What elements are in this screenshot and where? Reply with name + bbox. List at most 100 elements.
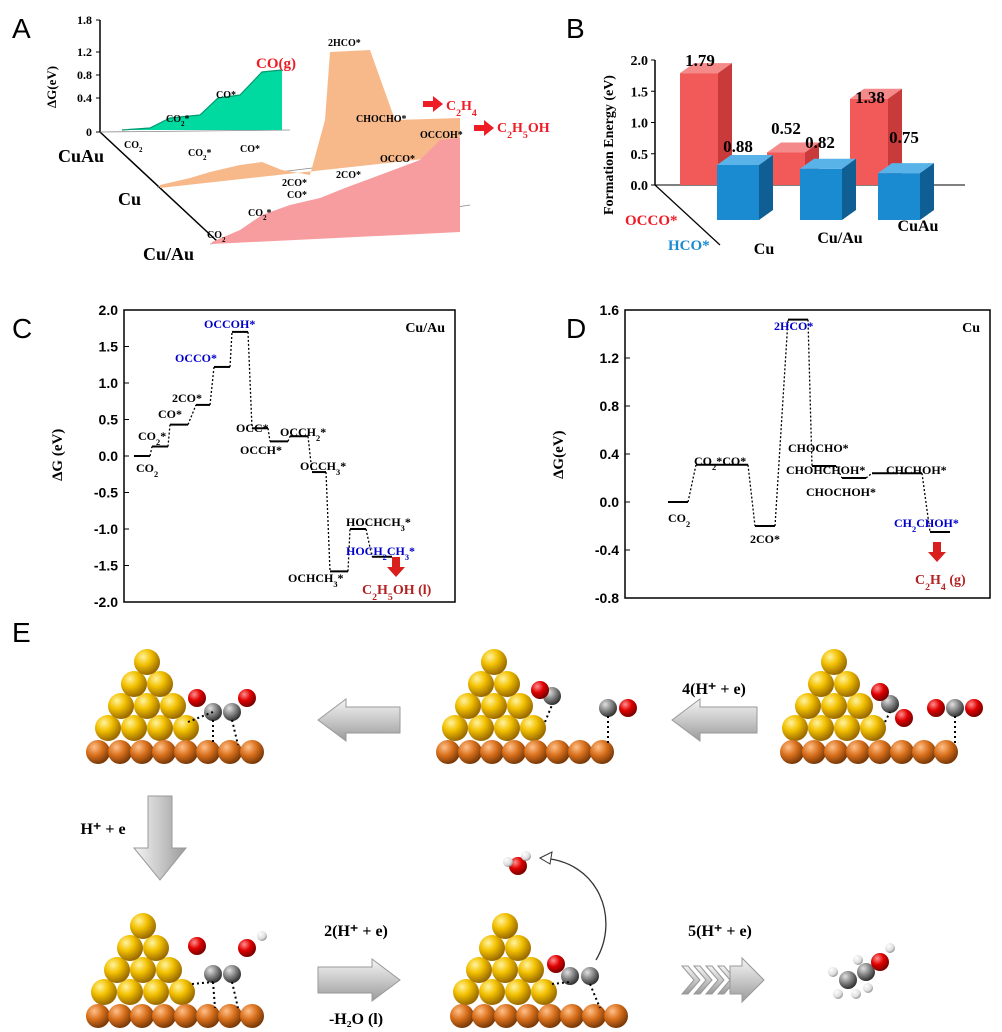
e-label-step3b: -H₂O (l): [329, 1011, 383, 1028]
panelC-y-tick-label: 1.5: [99, 339, 119, 355]
copper-atom: [582, 1004, 606, 1028]
b-series-hco: HCO*: [668, 238, 710, 254]
panelD-step-label: CH2CHOH*: [894, 516, 959, 534]
bond-dotted: [544, 704, 553, 723]
gold-atom: [147, 671, 173, 697]
copper-atom: [458, 740, 482, 764]
gold-atom: [808, 671, 834, 697]
a-text-occo: OCCO*: [380, 154, 415, 165]
copper-atom: [494, 1004, 518, 1028]
copper-atom: [568, 740, 592, 764]
panelD-title: Cu: [962, 321, 980, 336]
copper-atom: [174, 1004, 198, 1028]
copper-atom: [604, 1004, 628, 1028]
b-category-label: CuAu: [898, 218, 939, 235]
carbon-atom: [204, 965, 222, 983]
gold-atom: [847, 693, 873, 719]
panelD-connector: [747, 464, 756, 527]
oxygen-atom: [927, 699, 945, 717]
panel-d-chart: 1.6 1.2 0.8 0.4 0.0 -0.4 -0.8 ΔG(eV) Cu CO2 CO2*CO…: [551, 302, 991, 606]
panel-e-mechanism: 4(H⁺ + e) H⁺ + e 2(H⁺ + e) -H₂O (l) 5(H⁺ + e…: [80, 649, 983, 1028]
e-chevron-head: [729, 956, 765, 1004]
b-bar-red-0-top: [680, 63, 732, 74]
panelC-product-label: C2H5OH (l): [362, 583, 432, 603]
gold-atom: [505, 935, 531, 961]
gold-atom: [147, 715, 173, 741]
panelC-y-tick-label: 0.0: [99, 448, 119, 464]
carbon-atom: [946, 699, 964, 717]
panel-label-c: C: [12, 313, 32, 344]
a-label-cu: Cu: [118, 189, 141, 209]
b-y-tick-label: 2.0: [631, 54, 649, 69]
arrow-right: [317, 958, 401, 1002]
gold-atom: [494, 715, 520, 741]
gold-atom: [468, 715, 494, 741]
panelC-y-axis-label: ΔG (eV): [50, 429, 66, 481]
copper-atom: [802, 740, 826, 764]
hydrogen-atom: [853, 955, 863, 965]
panelD-connector: [865, 472, 873, 479]
copper-atom: [174, 740, 198, 764]
panelC-connector: [347, 528, 351, 572]
oxygen-atom: [238, 689, 256, 707]
a-text-2co-cuau2: 2CO*: [336, 170, 361, 181]
panelC-product-arrow: [387, 557, 405, 577]
copper-atom: [912, 740, 936, 764]
copper-atom: [516, 1004, 540, 1028]
gold-atom: [821, 693, 847, 719]
b-y-tick-label: 1.5: [631, 85, 649, 100]
copper-atom: [868, 740, 892, 764]
oxygen-atom: [547, 955, 565, 973]
gold-atom: [134, 693, 160, 719]
b-bar-red-0-front: [680, 73, 718, 185]
panelC-y-tick-label: 2.0: [99, 302, 119, 318]
gold-atom: [104, 957, 130, 983]
panelD-product-label: C2H4 (g): [915, 573, 966, 593]
carbon-atom: [581, 967, 599, 985]
gold-atom: [834, 671, 860, 697]
panelC-step-label: CO*: [158, 407, 182, 421]
panelC-y-tick-label: -2.0: [94, 594, 118, 610]
bond-dotted: [884, 711, 891, 723]
gold-atom: [808, 715, 834, 741]
a-y-tick-label: 0: [86, 125, 92, 139]
e-label-step4: 5(H⁺ + e): [688, 923, 752, 940]
panelC-y-tick-label: -1.5: [94, 558, 118, 574]
panelC-step-label: OCCH*: [240, 443, 282, 457]
panelC-y-tick-label: 0.5: [99, 412, 119, 428]
a-label-cuau-2: Cu/Au: [143, 244, 194, 264]
a-y-tick-label: 1.8: [77, 13, 92, 27]
gold-atom: [479, 935, 505, 961]
gold-atom: [479, 979, 505, 1005]
panelC-step-label: OCCH2*: [280, 425, 326, 443]
a-area-cuau: [122, 70, 282, 130]
bond-dotted: [551, 981, 571, 985]
oxygen-atom: [619, 699, 637, 717]
gold-atom: [160, 693, 186, 719]
gold-atom: [507, 693, 533, 719]
oxygen-atom: [509, 857, 527, 875]
gold-atom: [492, 957, 518, 983]
gold-atom: [130, 913, 156, 939]
b-value-label: 1.38: [855, 88, 885, 107]
b-bar-blue-2-top: [878, 163, 934, 174]
panelD-connector: [687, 464, 697, 503]
panelC-connector: [209, 366, 215, 405]
panelD-step-label: CO2*CO*: [694, 454, 746, 472]
a-y-axis-label: ΔG(eV): [44, 66, 59, 108]
b-value-label: 0.88: [723, 137, 753, 156]
copper-atom: [108, 1004, 132, 1028]
copper-atom: [152, 740, 176, 764]
e-chevron: [680, 965, 701, 995]
panelD-y-tick-label: 0.4: [600, 446, 620, 462]
hydrogen-atom: [885, 943, 895, 953]
panelC-y-tick-label: -1.0: [94, 521, 118, 537]
bond-dotted: [231, 719, 239, 746]
e-label-step1: 4(H⁺ + e): [682, 681, 746, 698]
gold-atom: [455, 693, 481, 719]
panelC-connector: [365, 528, 373, 557]
panelC-connector: [247, 331, 253, 429]
gold-atom: [834, 715, 860, 741]
b-value-label: 0.82: [805, 133, 835, 152]
